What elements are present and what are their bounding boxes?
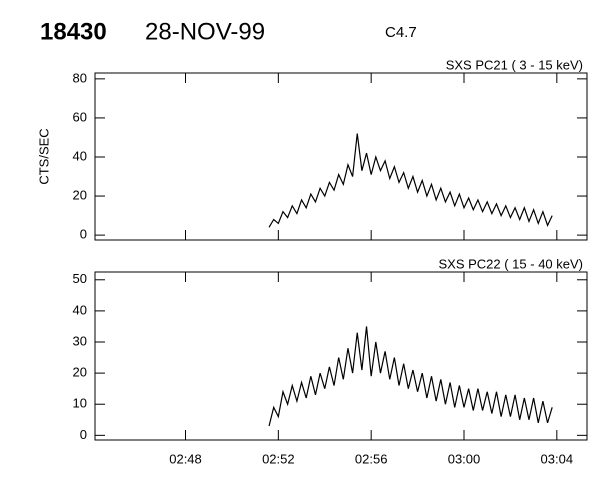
- x-tick-label: 02:52: [262, 451, 295, 466]
- x-tick-label: 02:56: [355, 451, 388, 466]
- x-tick-label: 03:04: [541, 451, 574, 466]
- y-tick-label: 80: [73, 70, 87, 85]
- event-date: 28-NOV-99: [145, 18, 265, 45]
- x-tick-label: 02:48: [169, 451, 202, 466]
- y-tick-label: 50: [73, 271, 87, 286]
- y-tick-label: 10: [73, 396, 87, 411]
- light-curve: [268, 326, 553, 427]
- x-tick-label: 03:00: [448, 451, 481, 466]
- event-id: 18430: [40, 18, 107, 45]
- plot-frame: [94, 271, 588, 441]
- y-axis-label: CTS/SEC: [36, 128, 51, 184]
- light-curve: [268, 133, 553, 228]
- panel-title: SXS PC22 ( 15 - 40 keV): [438, 256, 583, 271]
- y-tick-label: 40: [73, 302, 87, 317]
- panel-title: SXS PC21 ( 3 - 15 keV): [446, 57, 583, 72]
- y-tick-label: 60: [73, 109, 87, 124]
- y-tick-label: 40: [73, 148, 87, 163]
- y-tick-label: 30: [73, 333, 87, 348]
- y-tick-label: 20: [73, 365, 87, 380]
- y-tick-label: 0: [80, 427, 87, 442]
- y-tick-label: 0: [80, 227, 87, 242]
- flare-class: C4.7: [385, 24, 417, 41]
- y-tick-label: 20: [73, 187, 87, 202]
